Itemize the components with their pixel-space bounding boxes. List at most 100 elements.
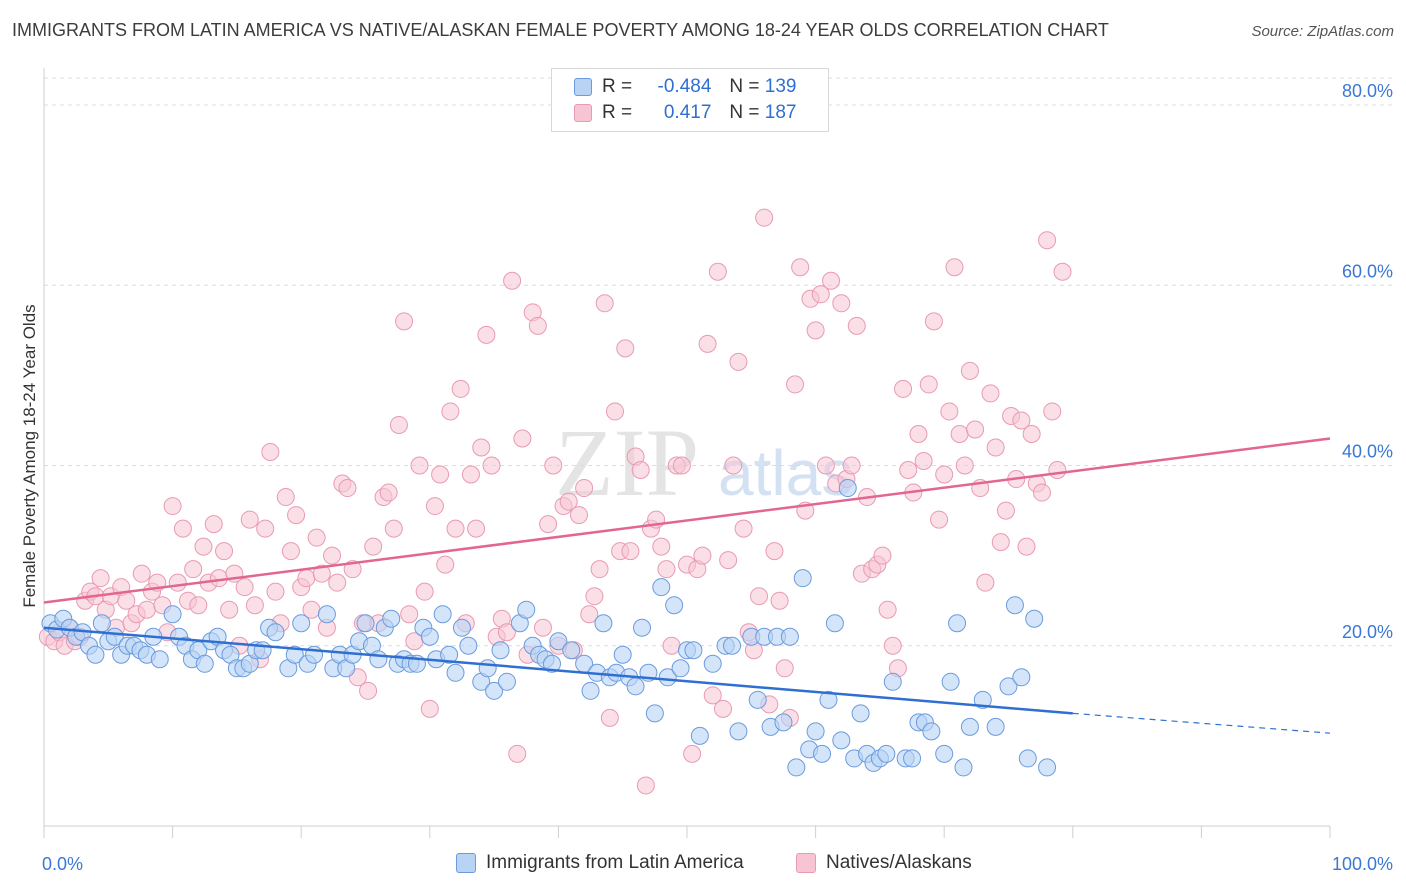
data-point-immigrants <box>163 605 182 624</box>
source-label: Source: ZipAtlas.com <box>1251 23 1394 40</box>
data-point-natives <box>765 542 784 561</box>
data-point-immigrants <box>613 645 632 664</box>
data-point-natives <box>1043 402 1062 421</box>
data-point-natives <box>575 479 594 498</box>
data-point-natives <box>657 560 676 579</box>
data-point-immigrants <box>825 614 844 633</box>
data-point-immigrants <box>86 645 105 664</box>
data-point-immigrants <box>703 654 722 673</box>
data-point-natives <box>786 375 805 394</box>
data-point-natives <box>281 542 300 561</box>
data-point-natives <box>338 479 357 498</box>
data-point-natives <box>945 258 964 277</box>
data-point-natives <box>220 600 239 619</box>
data-point-natives <box>986 438 1005 457</box>
data-point-immigrants <box>793 569 812 588</box>
data-point-immigrants <box>903 749 922 768</box>
data-point-natives <box>940 402 959 421</box>
axes <box>43 68 1331 838</box>
data-point-immigrants <box>748 690 767 709</box>
data-point-natives <box>189 596 208 615</box>
chart-title: IMMIGRANTS FROM LATIN AMERICA VS NATIVE/… <box>12 20 1109 40</box>
legend-r-label: R = <box>602 76 633 97</box>
data-point-immigrants <box>440 645 459 664</box>
legend-n-label: N = <box>729 76 760 97</box>
data-point-immigrants <box>948 614 967 633</box>
data-point-natives <box>215 542 234 561</box>
data-point-immigrants <box>317 605 336 624</box>
data-point-natives <box>451 379 470 398</box>
data-point-immigrants <box>581 681 600 700</box>
data-point-immigrants <box>433 605 452 624</box>
y-tick-label: 20.0% <box>1342 622 1393 642</box>
data-point-immigrants <box>594 614 613 633</box>
data-point-immigrants <box>195 654 214 673</box>
data-point-natives <box>919 375 938 394</box>
data-point-natives <box>976 573 995 592</box>
data-point-natives <box>173 519 192 538</box>
data-point-natives <box>842 456 861 475</box>
data-point-natives <box>621 542 640 561</box>
data-point-natives <box>467 519 486 538</box>
data-point-immigrants <box>292 614 311 633</box>
data-point-immigrants <box>832 731 851 750</box>
tick-labels: 20.0% 40.0% 60.0% 80.0% 0.0% 100.0% <box>42 81 1393 874</box>
data-point-natives <box>503 271 522 290</box>
data-point-immigrants <box>150 650 169 669</box>
data-point-natives <box>1022 424 1041 443</box>
data-point-natives <box>539 515 558 534</box>
data-point-natives <box>184 560 203 579</box>
data-point-natives <box>91 569 110 588</box>
data-point-natives <box>873 546 892 565</box>
legend-item-immigrants[interactable]: Immigrants from Latin America <box>456 852 744 874</box>
data-point-natives <box>816 456 835 475</box>
data-point-natives <box>389 415 408 434</box>
data-point-natives <box>276 488 295 507</box>
data-point-natives <box>497 623 516 642</box>
legend-row-immigrants: R = -0.484 N = 139 <box>574 75 796 99</box>
data-point-natives <box>703 686 722 705</box>
trend-lines <box>43 437 1331 734</box>
data-point-natives <box>724 456 743 475</box>
data-point-natives <box>364 537 383 556</box>
data-point-natives <box>384 519 403 538</box>
data-point-natives <box>806 321 825 340</box>
data-point-natives <box>914 452 933 471</box>
data-point-natives <box>1038 231 1057 250</box>
data-point-immigrants <box>935 744 954 763</box>
data-point-natives <box>477 325 496 344</box>
x-tick-label-min: 0.0% <box>42 854 83 874</box>
data-point-immigrants <box>632 618 651 637</box>
legend-r-value: 0.417 <box>663 102 712 123</box>
series-natives-points <box>38 208 1072 795</box>
data-point-immigrants <box>452 618 471 637</box>
legend-item-natives[interactable]: Natives/Alaskans <box>796 852 972 874</box>
data-point-natives <box>960 361 979 380</box>
data-point-natives <box>415 582 434 601</box>
data-point-immigrants <box>813 744 832 763</box>
data-point-immigrants <box>652 578 671 597</box>
data-point-natives <box>410 456 429 475</box>
data-point-natives <box>734 519 753 538</box>
data-point-natives <box>616 339 635 358</box>
data-point-immigrants <box>1012 668 1031 687</box>
data-point-natives <box>1048 461 1067 480</box>
data-point-natives <box>297 569 316 588</box>
data-point-natives <box>878 600 897 619</box>
data-point-natives <box>899 461 918 480</box>
data-point-natives <box>209 569 228 588</box>
data-point-natives <box>544 456 563 475</box>
data-point-natives <box>811 285 830 304</box>
data-point-immigrants <box>851 704 870 723</box>
data-point-natives <box>894 379 913 398</box>
data-point-immigrants <box>485 681 504 700</box>
data-point-natives <box>955 456 974 475</box>
legend-n-value: 187 <box>764 102 797 123</box>
legend-n-value: 139 <box>764 76 797 97</box>
y-tick-label: 60.0% <box>1342 261 1393 281</box>
data-point-natives <box>569 506 588 525</box>
data-point-natives <box>513 429 532 448</box>
data-point-immigrants <box>671 659 690 678</box>
data-point-immigrants <box>497 672 516 691</box>
data-point-natives <box>770 591 789 610</box>
